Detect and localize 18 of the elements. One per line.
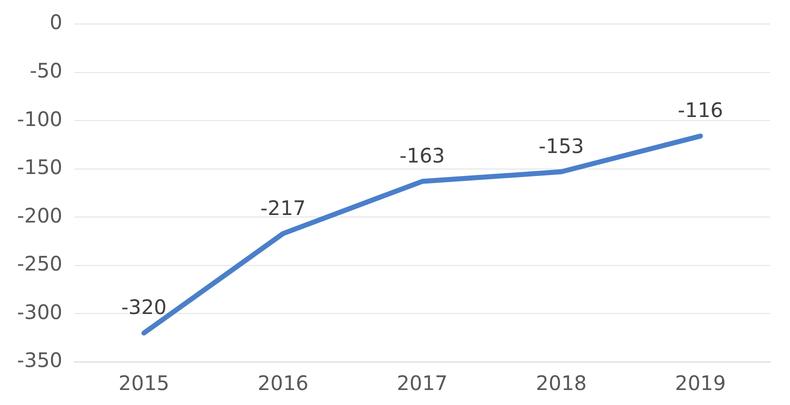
y-tick-label: 0 <box>50 10 62 34</box>
y-tick-label: -250 <box>17 252 62 276</box>
y-tick-label: -100 <box>17 106 62 131</box>
y-tick-label: -150 <box>17 155 62 180</box>
y-tick-label: -350 <box>17 348 62 372</box>
x-tick-label: 2016 <box>258 371 309 396</box>
y-tick-label: -200 <box>17 203 62 228</box>
data-label: -320 <box>121 295 167 320</box>
x-tick-label: 2018 <box>536 371 587 396</box>
data-label: -153 <box>538 134 584 158</box>
x-tick-label: 2015 <box>118 371 170 396</box>
y-tick-label: -50 <box>30 58 62 82</box>
x-tick-label: 2019 <box>674 371 726 396</box>
data-label: -217 <box>260 196 306 220</box>
y-tick-label: -300 <box>17 300 62 324</box>
data-label: -163 <box>400 144 445 168</box>
x-tick-label: 2017 <box>396 371 448 396</box>
data-label: -116 <box>678 98 724 122</box>
